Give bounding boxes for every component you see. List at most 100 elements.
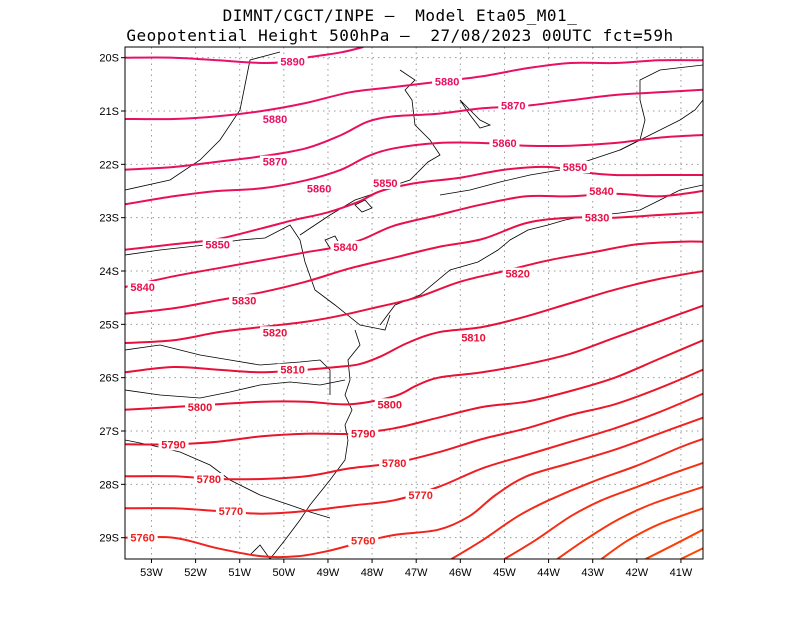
border-argentina	[125, 344, 331, 395]
contour-label-5860: 5860	[307, 183, 331, 195]
contour-label-5850: 5850	[373, 178, 397, 190]
contour-label-5770: 5770	[408, 490, 432, 502]
contour-label-bg	[260, 155, 291, 168]
title-line-1: DIMNT/CGCT/INPE – Model Eta05_M01_	[222, 6, 578, 25]
lat-label: 26S	[99, 373, 119, 385]
lat-label: 22S	[99, 159, 119, 171]
contour-labels: 5890 5880 5880 5870 5870 5860 5860 5850 5850 5850…	[127, 55, 617, 547]
contour-5820	[125, 240, 703, 344]
coastline-sc	[269, 329, 361, 559]
contour-label-5770: 5770	[219, 506, 243, 518]
coastline-borders	[125, 51, 703, 559]
lon-label: 50W	[273, 567, 296, 579]
lon-label: 42W	[626, 567, 649, 579]
contour-label-5890: 5890	[280, 56, 304, 68]
contour-label-bg	[489, 137, 520, 149]
contour-label-bg	[304, 182, 335, 195]
coastline-sp-rj	[379, 184, 703, 326]
contour-label-bg	[202, 238, 233, 251]
contour-5760	[125, 416, 703, 559]
contour-label-bg	[260, 326, 291, 339]
contour-label-5760: 5760	[130, 533, 154, 545]
contour-label-bg	[348, 427, 379, 440]
contour-label-bg	[127, 281, 158, 293]
plot-frame	[124, 46, 704, 560]
lon-label: 48W	[361, 567, 384, 579]
contour-label-5840: 5840	[589, 186, 613, 198]
contour-5710	[645, 528, 703, 559]
lat-label: 24S	[99, 266, 119, 278]
contour-label-5870: 5870	[501, 101, 525, 113]
contour-label-bg	[330, 241, 361, 253]
contour-label-5810: 5810	[461, 333, 485, 345]
lon-label: 53W	[140, 567, 163, 579]
longitude-axis: 53W 52W 51W 50W 49W 48W 47W 46W 45W 44W 43W 42W 41W	[140, 559, 693, 579]
coastline-rs	[249, 544, 271, 559]
lon-label: 49W	[317, 567, 340, 579]
contour-label-bg	[185, 401, 216, 413]
contour-label-5850: 5850	[205, 239, 229, 251]
contour-label-5800: 5800	[377, 399, 401, 411]
lon-label: 46W	[449, 567, 472, 579]
lat-label: 20S	[99, 53, 119, 65]
contour-label-5780: 5780	[382, 458, 406, 470]
contour-label-5820: 5820	[263, 327, 287, 339]
contour-label-5760: 5760	[351, 535, 375, 547]
lat-label: 23S	[99, 213, 119, 225]
contour-5880	[125, 59, 703, 121]
contour-5750	[450, 438, 703, 559]
contour-label-bg	[379, 457, 410, 469]
contour-label-5790: 5790	[161, 439, 185, 451]
contour-label-bg	[127, 531, 158, 544]
contour-label-bg	[586, 185, 617, 197]
contour-5800	[125, 304, 703, 411]
contour-5860	[125, 134, 703, 206]
island	[354, 199, 373, 213]
lon-label: 51W	[228, 567, 251, 579]
contour-label-5800: 5800	[188, 402, 212, 414]
lon-label: 47W	[405, 567, 428, 579]
lon-label: 44W	[537, 567, 560, 579]
contour-5720	[600, 507, 703, 559]
state-border-pr-sc	[125, 379, 346, 399]
contour-label-bg	[498, 99, 529, 112]
latitude-axis: 20S 21S 22S 23S 24S 25S 26S 27S 28S 29S	[99, 53, 125, 545]
contour-5790	[125, 339, 703, 446]
contour-label-bg	[582, 211, 613, 224]
contour-label-5820: 5820	[505, 269, 529, 281]
contour-label-5850: 5850	[563, 162, 587, 174]
contour-label-bg	[458, 331, 489, 344]
contour-5810	[125, 270, 703, 374]
contour-label-5870: 5870	[263, 157, 287, 169]
contour-label-5840: 5840	[333, 242, 357, 254]
state-border-sp-mg	[299, 69, 441, 236]
contour-5740	[503, 462, 703, 559]
contour-label-bg	[502, 267, 533, 280]
contour-5730	[556, 486, 703, 559]
contour-label-bg	[277, 55, 308, 68]
contour-label-bg	[158, 438, 189, 451]
contour-label-bg	[277, 363, 308, 376]
contour-label-bg	[348, 534, 379, 547]
contour-label-bg	[370, 177, 401, 189]
contour-label-5840: 5840	[130, 282, 154, 294]
title-line-2: Geopotential Height 500hPa – 27/08/2023 …	[126, 26, 674, 45]
contour-5890	[125, 47, 364, 65]
lat-label: 28S	[99, 479, 119, 491]
contour-label-5860: 5860	[492, 138, 516, 150]
lon-label: 45W	[493, 567, 516, 579]
contour-label-5880: 5880	[263, 114, 287, 126]
contour-5870	[125, 88, 703, 171]
state-border-mg-rj	[439, 99, 703, 196]
contour-label-5790: 5790	[351, 429, 375, 441]
contour-label-5880: 5880	[435, 77, 459, 89]
lon-label: 43W	[581, 567, 604, 579]
lon-label: 41W	[670, 567, 693, 579]
contour-label-5810: 5810	[280, 365, 304, 377]
state-border-ms-sp	[125, 51, 281, 191]
contour-label-bg	[260, 113, 291, 125]
contour-label-bg	[374, 398, 405, 411]
contour-label-bg	[405, 489, 436, 501]
contour-label-bg	[193, 473, 224, 485]
